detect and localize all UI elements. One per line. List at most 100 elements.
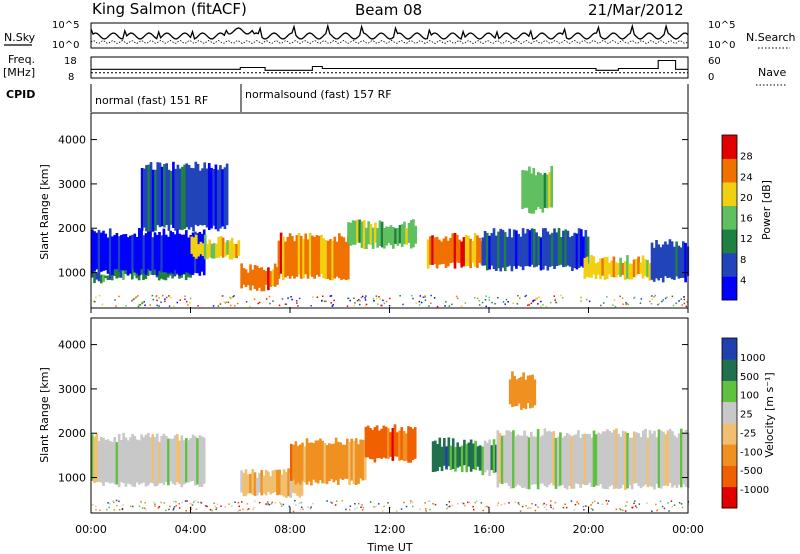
velocity-ytick-label-2: 3000 xyxy=(58,383,86,396)
power-data-layer xyxy=(91,161,690,308)
x-tick-label-2: 08:00 xyxy=(274,523,306,536)
power-ytick-label-1: 2000 xyxy=(58,222,86,235)
velocity-colorbar-swatch-3 xyxy=(722,423,737,445)
velocity-panel: 1000 2000 3000 4000 Slant Range [km] 1000 50… xyxy=(38,307,776,554)
power-region-4 xyxy=(240,263,279,292)
nave-label: Nave xyxy=(758,66,786,79)
power-colorbar-swatch-2 xyxy=(722,229,737,254)
velocity-ytick-label-1: 2000 xyxy=(58,427,86,440)
velocity-colorbar-label: Velocity [m s⁻¹] xyxy=(763,372,776,457)
power-region-3 xyxy=(190,234,241,260)
noise-left-tick-top: 10^5 xyxy=(52,20,79,31)
power-region-7 xyxy=(426,233,484,269)
velocity-ytick-label-3: 4000 xyxy=(58,339,86,352)
power-colorbar-tick-2: 20 xyxy=(740,193,753,204)
freq-right-tick-top: 60 xyxy=(708,56,721,67)
power-colorbar-tick-0: 28 xyxy=(740,152,753,163)
velocity-ytick-label-0: 1000 xyxy=(58,472,86,485)
frequency-panel: 18 8 60 0 xyxy=(64,56,721,83)
power-region-9 xyxy=(583,255,654,281)
noise-left-tick-bottom: 10^0 xyxy=(52,40,79,51)
x-tick-label-0: 00:00 xyxy=(75,523,107,536)
nave-line xyxy=(91,59,688,71)
velocity-region-6 xyxy=(496,428,690,490)
velocity-colorbar-swatch-2 xyxy=(722,444,737,466)
velocity-colorbar-swatch-1 xyxy=(722,465,737,488)
velocity-ylabel: Slant Range [km] xyxy=(38,367,51,463)
cpid-segment-normal: normal (fast) 151 RF xyxy=(95,94,208,107)
power-region-8 xyxy=(481,228,590,272)
velocity-region-7 xyxy=(508,371,537,410)
nsearch-line xyxy=(90,40,689,44)
velocity-colorbar-tick-6: -500 xyxy=(740,466,763,477)
velocity-region-0 xyxy=(91,432,206,488)
velocity-colorbar-tick-5: -100 xyxy=(740,447,763,458)
freq-left-tick-bottom: 8 xyxy=(68,72,74,83)
nsky-label: N.Sky xyxy=(4,31,36,44)
velocity-ground-scatter xyxy=(91,499,690,513)
velocity-region-1 xyxy=(240,468,304,498)
nsky-line xyxy=(90,23,689,40)
beam-title: Beam 08 xyxy=(355,1,422,19)
noise-right-tick-top: 10^5 xyxy=(708,20,735,31)
date-title: 21/Mar/2012 xyxy=(588,1,684,19)
cpid-segment-normalsound: normalsound (fast) 157 RF xyxy=(245,88,392,101)
velocity-colorbar-swatch-5 xyxy=(722,380,737,403)
power-colorbar-frame xyxy=(721,134,738,301)
velocity-colorbar-tick-2: 100 xyxy=(740,391,759,402)
power-colorbar-swatch-6 xyxy=(722,135,737,159)
power-colorbar-swatch-0 xyxy=(722,276,737,301)
x-tick-label-3: 12:00 xyxy=(374,523,406,536)
noise-panel: 10^5 10^0 10^5 10^0 xyxy=(52,20,735,51)
freq-right-tick-bottom: 0 xyxy=(708,72,714,83)
freq-unit-label: [MHz] xyxy=(3,66,35,79)
velocity-region-4 xyxy=(431,437,484,473)
velocity-region-2 xyxy=(290,437,367,486)
velocity-colorbar-tick-0: 1000 xyxy=(740,353,765,364)
velocity-colorbar-tick-4: -25 xyxy=(740,428,756,439)
power-colorbar-tick-3: 16 xyxy=(740,214,753,225)
station-title: King Salmon (fitACF) xyxy=(92,0,247,18)
x-tick-label-1: 04:00 xyxy=(175,523,207,536)
power-colorbar-swatch-4 xyxy=(722,182,737,206)
power-colorbar-swatch-3 xyxy=(722,205,737,230)
power-colorbar-tick-5: 8 xyxy=(740,255,746,266)
velocity-colorbar-frame xyxy=(721,337,738,509)
power-ytick-label-3: 4000 xyxy=(58,134,86,147)
power-colorbar-tick-1: 24 xyxy=(740,172,753,183)
velocity-colorbar-tick-3: 25 xyxy=(740,410,753,421)
power-region-12 xyxy=(140,161,229,232)
power-colorbar-swatch-1 xyxy=(722,252,737,277)
cpid-label: CPID xyxy=(6,88,35,101)
power-region-11 xyxy=(521,165,554,214)
velocity-colorbar-swatch-0 xyxy=(722,486,737,509)
velocity-colorbar-swatch-4 xyxy=(722,401,737,424)
freq-panel-frame xyxy=(90,56,689,79)
power-colorbar-swatch-5 xyxy=(722,158,737,183)
power-ground-scatter xyxy=(93,294,688,308)
power-colorbar-label: Power [dB] xyxy=(760,180,773,240)
velocity-colorbar-swatch-7 xyxy=(722,338,737,360)
power-region-10 xyxy=(650,239,690,283)
power-ytick-label-0: 1000 xyxy=(58,267,86,280)
noise-right-tick-bottom: 10^0 xyxy=(708,40,735,51)
power-region-2 xyxy=(91,228,206,276)
power-region-5 xyxy=(277,232,350,281)
x-tick-label-6: 00:00 xyxy=(672,523,704,536)
velocity-colorbar-tick-7: -1000 xyxy=(740,485,769,496)
velocity-region-3 xyxy=(364,424,417,463)
noise-panel-frame xyxy=(90,22,689,49)
freq-left-tick-top: 18 xyxy=(64,56,77,67)
nsearch-label: N.Search xyxy=(746,31,796,44)
power-colorbar-tick-6: 4 xyxy=(740,275,746,286)
x-axis-label: Time UT xyxy=(366,541,412,554)
power-colorbar-tick-4: 12 xyxy=(740,234,753,245)
x-tick-label-5: 20:00 xyxy=(573,523,605,536)
power-ytick-label-2: 3000 xyxy=(58,178,86,191)
freq-label: Freq. xyxy=(8,53,35,66)
power-region-6 xyxy=(347,219,418,250)
velocity-colorbar-swatch-6 xyxy=(722,359,737,381)
cpid-bar: normal (fast) 151 RF normalsound (fast) … xyxy=(90,84,689,112)
velocity-colorbar-tick-1: 500 xyxy=(740,372,759,383)
